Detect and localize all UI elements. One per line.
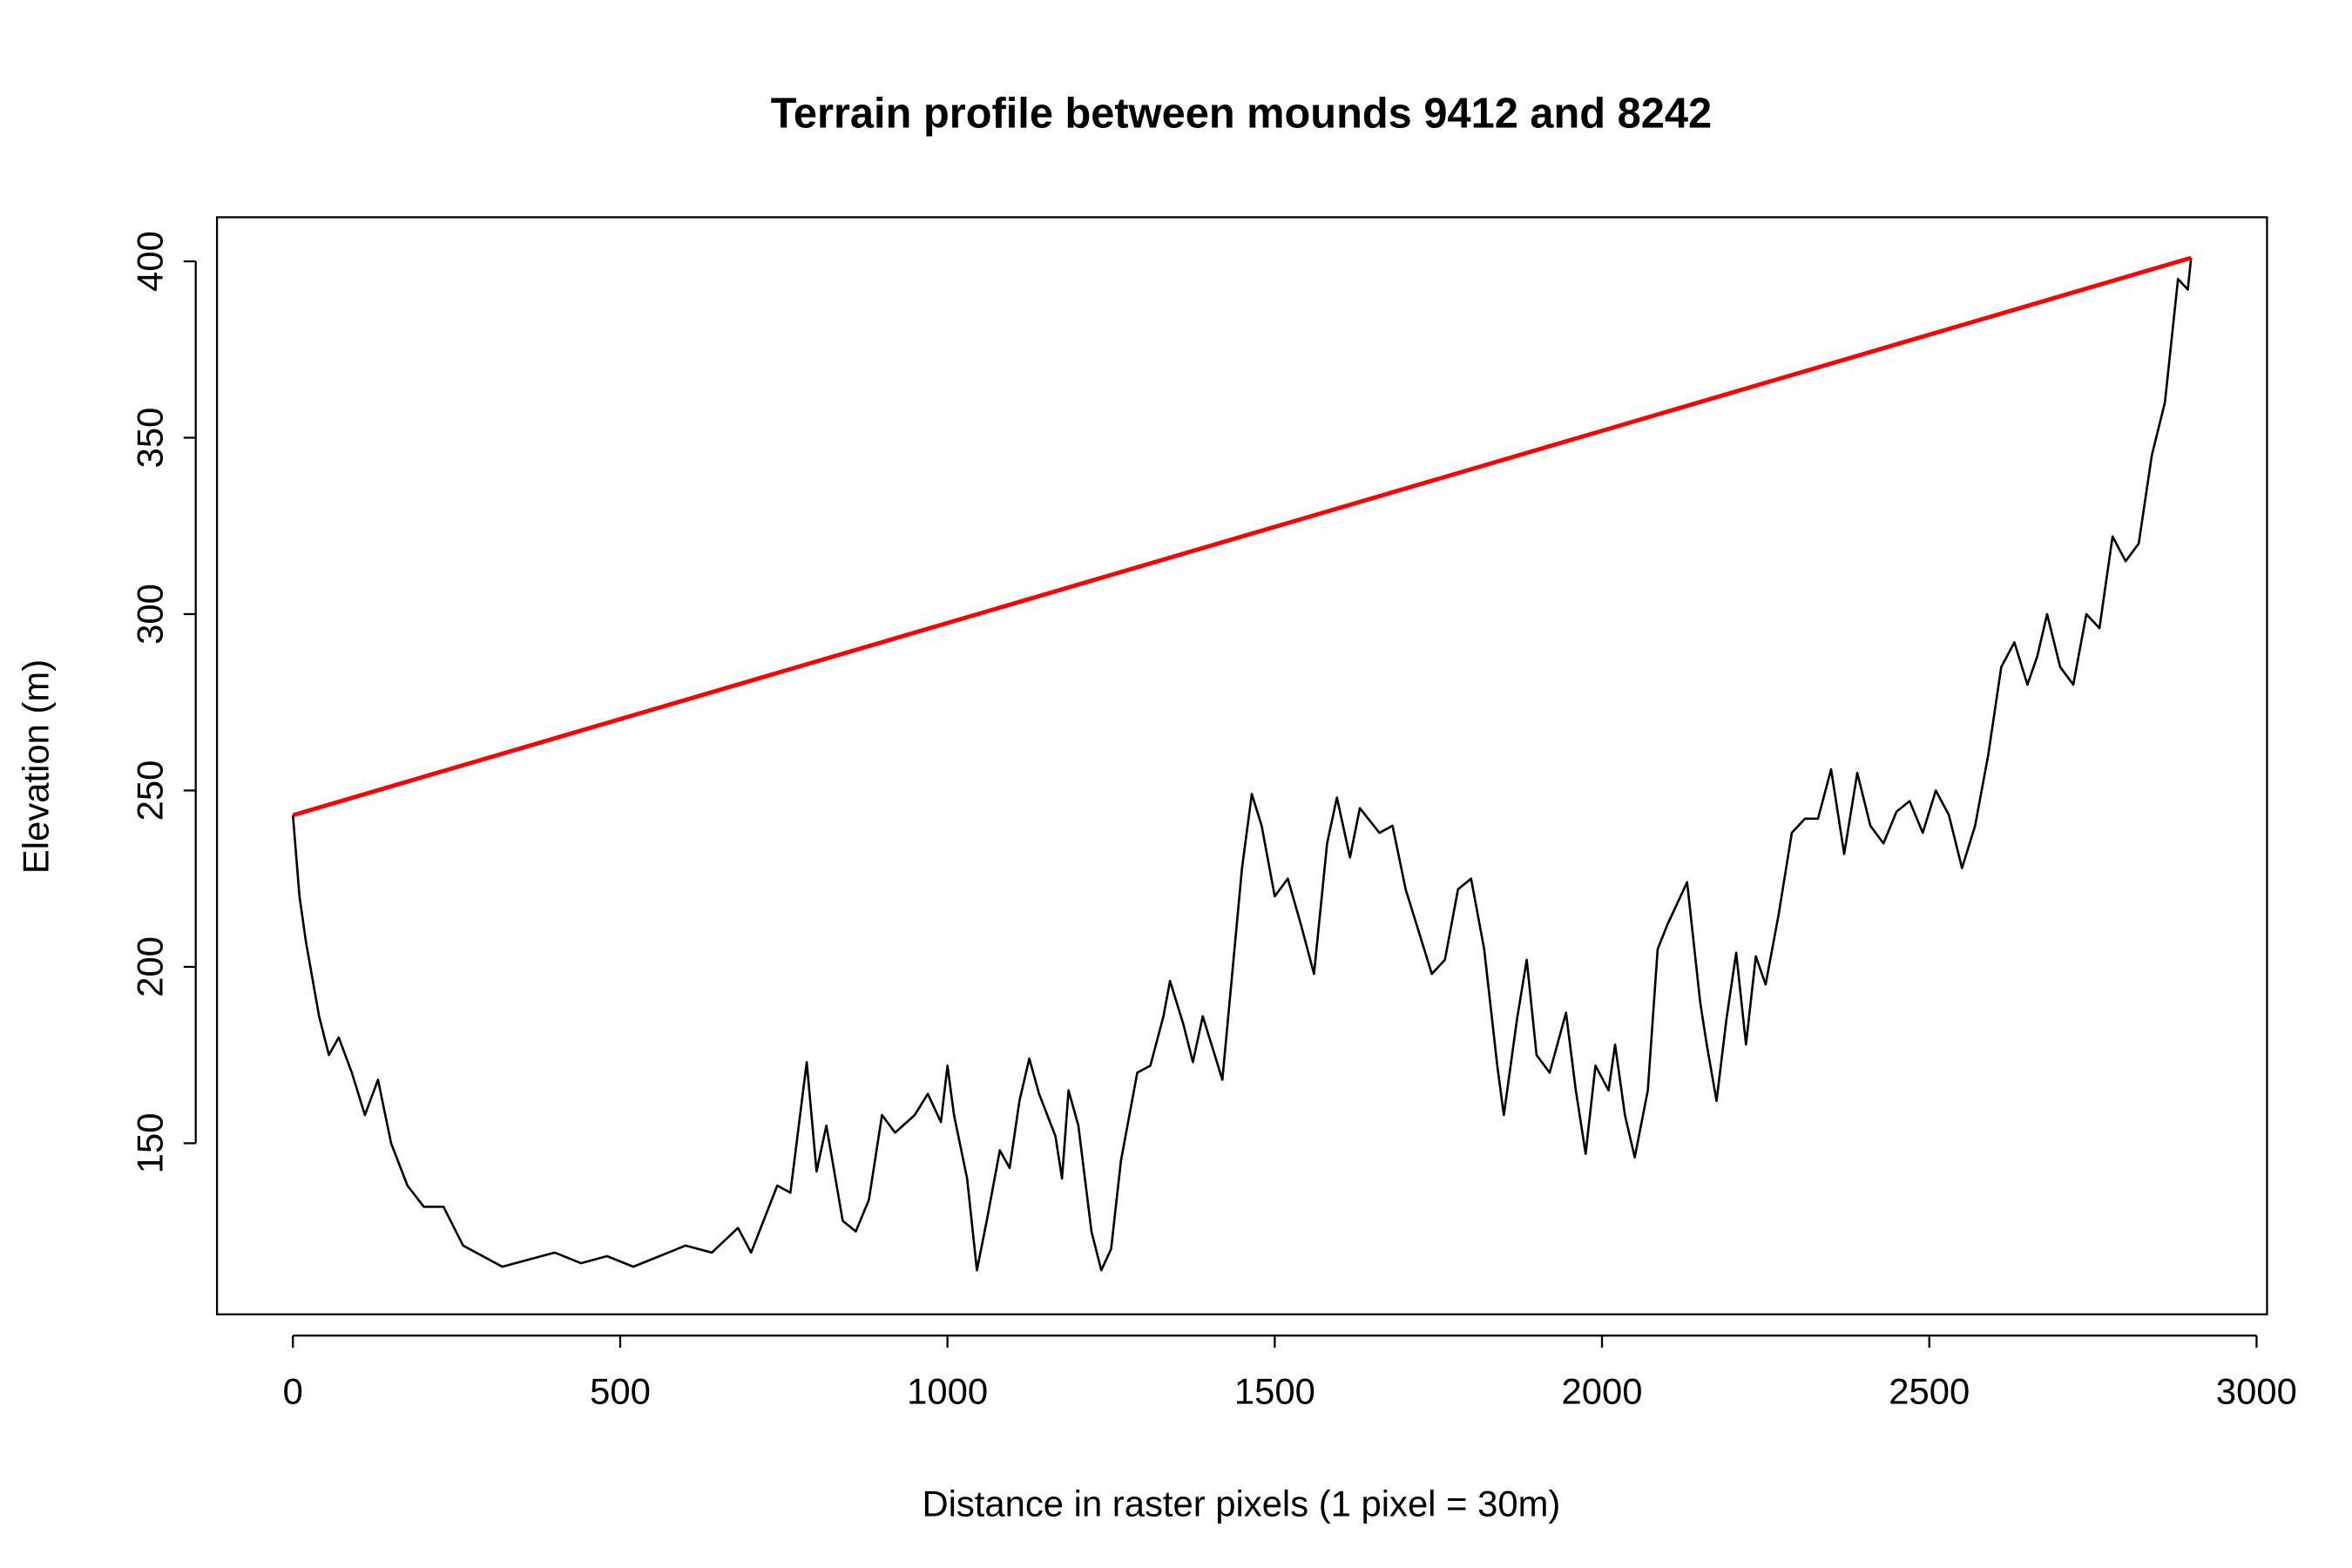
x-tick-label: 1500 [1234,1371,1315,1412]
y-tick-label: 400 [129,231,170,292]
x-tick-label: 2500 [1889,1371,1970,1412]
x-tick-label: 500 [590,1371,651,1412]
x-tick-label: 3000 [2216,1371,2297,1412]
y-axis-label: Elevation (m) [16,659,57,874]
x-tick-label: 0 [283,1371,303,1412]
plot-frame [215,216,2268,1315]
y-tick-label: 250 [129,760,170,821]
y-tick-label: 150 [129,1113,170,1174]
x-tick-label: 1000 [907,1371,988,1412]
chart-title: Terrain profile between mounds 9412 and … [771,91,1712,138]
y-tick-label: 200 [129,936,170,997]
y-tick-label: 300 [129,584,170,645]
x-axis-label: Distance in raster pixels (1 pixel = 30m… [922,1483,1560,1524]
x-tick-label: 2000 [1562,1371,1643,1412]
line-series [291,257,2193,1272]
y-tick-label: 350 [129,408,170,469]
line-series [292,255,2192,818]
